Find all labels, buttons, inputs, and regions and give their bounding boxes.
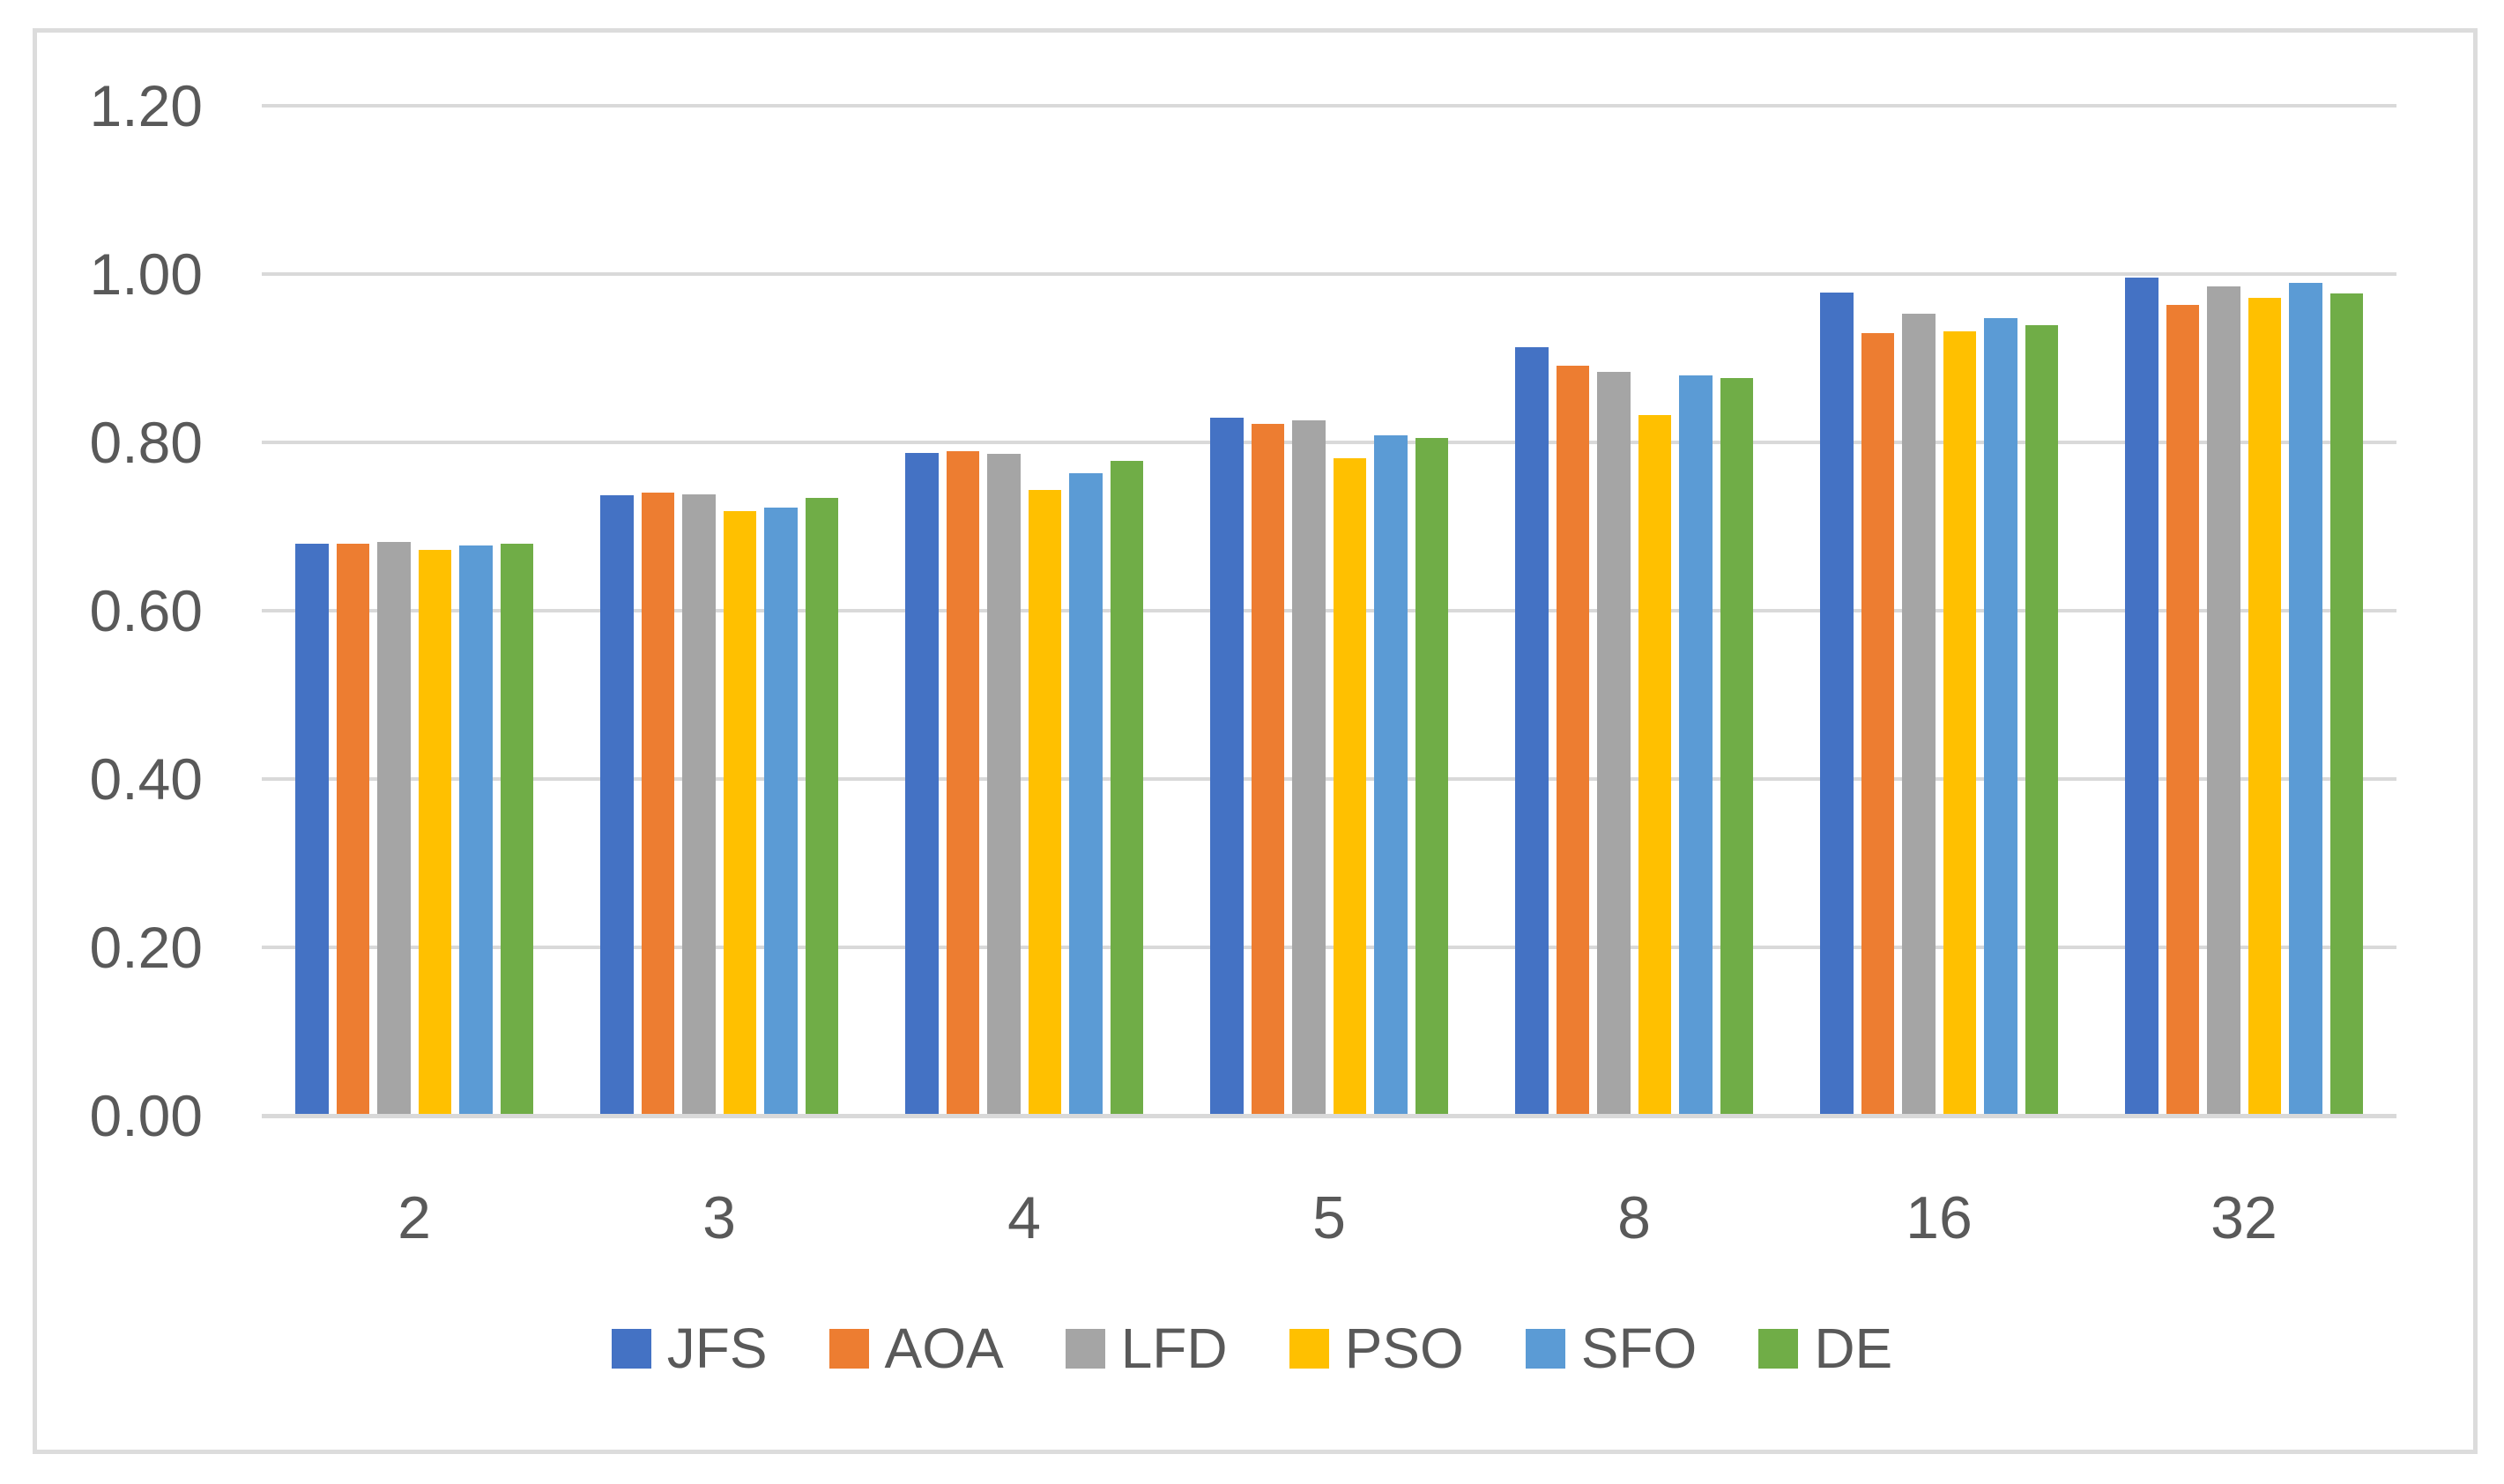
bar-JFS-2	[295, 543, 329, 1114]
bar-JFS-8	[1515, 346, 1549, 1114]
bar-PSO-2	[418, 550, 451, 1114]
x-tick-label: 16	[1906, 1184, 1973, 1251]
bar-DE-3	[805, 497, 838, 1114]
y-tick-label: 0.00	[89, 1083, 203, 1148]
y-tick-label: 0.40	[89, 746, 203, 812]
x-tick-label: 32	[2211, 1184, 2277, 1251]
bar-AOA-16	[1861, 332, 1894, 1114]
legend-swatch-icon	[1525, 1328, 1565, 1369]
bar-AOA-4	[946, 451, 979, 1114]
bar-LFD-8	[1597, 371, 1631, 1114]
legend-swatch-icon	[828, 1328, 869, 1369]
chart-legend: JFS AOA LFD PSO SFO DE	[0, 1310, 2504, 1386]
bar-LFD-32	[2207, 286, 2240, 1114]
y-tick-label: 1.00	[89, 241, 203, 307]
bar-DE-32	[2329, 293, 2363, 1114]
legend-item-DE: DE	[1758, 1320, 1892, 1376]
legend-item-AOA: AOA	[828, 1317, 1004, 1380]
bar-PSO-4	[1028, 490, 1061, 1114]
legend-swatch-icon	[1065, 1328, 1105, 1369]
x-tick-label: 4	[1007, 1184, 1041, 1251]
legend-label: LFD	[1120, 1317, 1228, 1380]
y-tick-label: 0.60	[89, 578, 203, 643]
bar-AOA-32	[2166, 305, 2199, 1114]
legend-item-LFD: LFD	[1065, 1317, 1228, 1380]
bar-JFS-32	[2125, 277, 2158, 1114]
bar-SFO-3	[764, 508, 798, 1114]
bar-AOA-8	[1556, 366, 1589, 1114]
gridline	[262, 104, 2396, 108]
bar-SFO-16	[1984, 317, 2017, 1114]
gridline	[262, 777, 2396, 781]
bar-SFO-8	[1679, 375, 1713, 1114]
y-tick-label: 0.20	[89, 915, 203, 980]
x-tick-label: 2	[398, 1184, 431, 1251]
bar-DE-16	[2025, 325, 2058, 1114]
gridline	[262, 441, 2396, 444]
y-tick-label: 1.20	[89, 73, 203, 138]
x-axis-line	[262, 1114, 2396, 1118]
bar-JFS-5	[1210, 418, 1244, 1114]
y-tick-label: 0.80	[89, 410, 203, 475]
bar-LFD-5	[1292, 420, 1326, 1114]
legend-label: AOA	[884, 1317, 1004, 1380]
bar-JFS-4	[905, 453, 939, 1114]
legend-swatch-icon	[1758, 1328, 1799, 1369]
bar-LFD-3	[682, 494, 716, 1114]
x-tick-label: 8	[1617, 1184, 1651, 1251]
bar-SFO-5	[1374, 435, 1408, 1114]
bar-DE-5	[1415, 438, 1448, 1114]
legend-item-SFO: SFO	[1525, 1317, 1698, 1380]
bar-PSO-5	[1333, 458, 1366, 1114]
bar-PSO-16	[1943, 330, 1976, 1114]
bar-JFS-3	[600, 495, 634, 1114]
legend-swatch-icon	[611, 1328, 651, 1369]
bar-AOA-2	[336, 543, 369, 1114]
legend-label: PSO	[1344, 1317, 1464, 1380]
legend-label: JFS	[666, 1317, 768, 1380]
legend-label: SFO	[1580, 1317, 1698, 1380]
bar-LFD-2	[377, 541, 411, 1114]
legend-item-PSO: PSO	[1289, 1320, 1464, 1376]
legend-item-JFS: JFS	[611, 1317, 768, 1380]
bar-DE-8	[1720, 378, 1753, 1114]
bar-SFO-32	[2289, 283, 2322, 1114]
gridline	[262, 272, 2396, 276]
bar-JFS-16	[1820, 292, 1854, 1114]
bar-AOA-3	[641, 493, 674, 1114]
bar-PSO-8	[1638, 415, 1671, 1114]
bar-AOA-5	[1251, 423, 1284, 1114]
bar-LFD-16	[1902, 313, 1936, 1114]
bar-PSO-32	[2248, 297, 2281, 1114]
x-tick-label: 3	[702, 1184, 736, 1251]
bar-DE-2	[500, 543, 533, 1114]
bar-SFO-4	[1069, 473, 1103, 1114]
legend-label: DE	[1814, 1317, 1893, 1380]
bar-PSO-3	[723, 511, 756, 1114]
gridline	[262, 946, 2396, 949]
bar-SFO-2	[459, 545, 493, 1114]
x-tick-label: 5	[1312, 1184, 1346, 1251]
legend-swatch-icon	[1289, 1328, 1329, 1369]
bar-LFD-4	[987, 454, 1021, 1114]
gridline	[262, 609, 2396, 612]
bar-DE-4	[1110, 460, 1143, 1114]
